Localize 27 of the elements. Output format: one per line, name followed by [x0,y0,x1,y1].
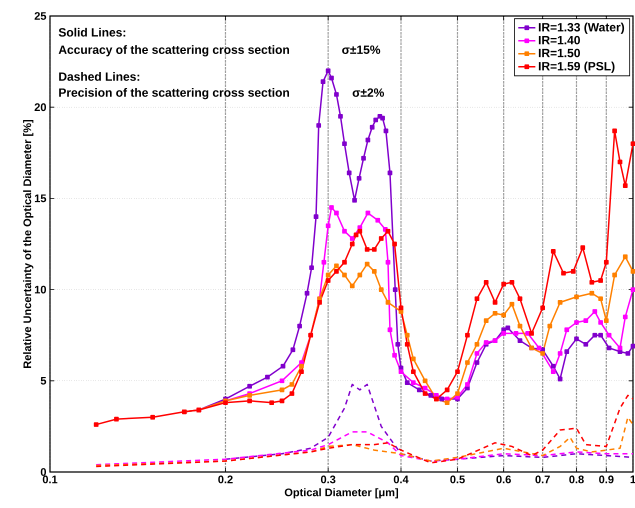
y-axis-title: Relative Uncertainty of the Optical Diameter [%] [23,120,34,368]
y-tick-label: 15 [34,194,46,202]
annotation: Solid Lines: [58,28,126,37]
x-tick-label: 0.5 [450,476,465,484]
legend-label: IR=1.59 (PSL) [538,62,615,73]
x-tick-label: 0.6 [496,476,511,484]
legend-label: IR=1.50 [538,48,580,58]
x-tick-label: 0.4 [394,476,409,484]
x-tick-label: 0.9 [599,476,614,484]
annotation: Accuracy of the scattering cross section [58,45,290,56]
x-tick-label: 0.3 [320,476,336,484]
annotation: Precision of the scattering cross section [59,88,290,100]
legend-label: IR=1.33 (Water) [538,22,624,34]
annotation: σ±2% [352,88,384,97]
x-tick-label: 0.2 [218,476,233,484]
y-tick-label: 25 [34,12,46,20]
x-tick-label: 0.7 [535,476,550,484]
legend-label: IR=1.40 [538,36,580,44]
y-tick-label: 0 [40,468,46,476]
annotation: Dashed Lines: [59,72,140,81]
x-axis-title: Optical Diameter [μm] [284,488,398,498]
y-tick-label: 20 [34,103,46,112]
annotation: σ±15% [342,45,380,54]
y-tick-label: 10 [34,286,46,294]
x-tick-label: 0.8 [569,476,584,484]
y-tick-label: 5 [40,376,46,385]
x-tick-label: 0.1 [42,476,58,484]
